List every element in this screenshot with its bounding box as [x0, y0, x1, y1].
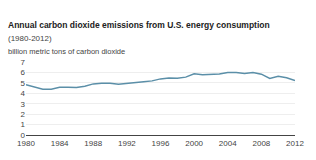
svg-text:3: 3: [21, 100, 26, 109]
svg-text:1: 1: [21, 120, 26, 129]
svg-text:4: 4: [21, 89, 26, 98]
svg-text:Annual carbon dioxide emission: Annual carbon dioxide emissions from U.S…: [8, 20, 270, 30]
svg-text:2: 2: [21, 110, 26, 119]
svg-text:1980: 1980: [17, 139, 35, 148]
svg-text:2012: 2012: [286, 139, 304, 148]
svg-text:7: 7: [21, 58, 26, 67]
svg-text:(1980-2012): (1980-2012): [8, 34, 52, 43]
svg-text:1988: 1988: [84, 139, 102, 148]
svg-text:1984: 1984: [51, 139, 69, 148]
svg-text:2000: 2000: [185, 139, 203, 148]
svg-text:1996: 1996: [152, 139, 170, 148]
svg-text:2004: 2004: [219, 139, 237, 148]
svg-text:2008: 2008: [252, 139, 270, 148]
svg-text:1992: 1992: [118, 139, 136, 148]
svg-text:6: 6: [21, 68, 26, 77]
svg-text:0: 0: [21, 131, 26, 140]
svg-text:billion metric tons of carbon: billion metric tons of carbon dioxide: [8, 47, 125, 56]
svg-text:5: 5: [21, 79, 26, 88]
